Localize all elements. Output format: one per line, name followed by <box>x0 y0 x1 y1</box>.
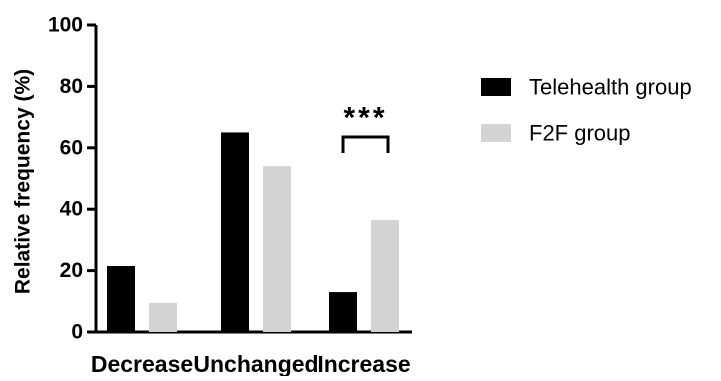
x-tick-label: Decrease <box>91 351 193 376</box>
legend-label-telehealth: Telehealth group <box>529 75 692 100</box>
bar-telehealth-decrease <box>107 265 135 332</box>
legend-label-f2f: F2F group <box>529 121 631 146</box>
bar-f2f-unchanged <box>263 166 291 332</box>
x-tick-label: Increase <box>317 351 410 376</box>
y-tick-label: 60 <box>60 136 83 159</box>
bars-group <box>107 132 399 332</box>
y-tick-label: 100 <box>48 14 83 37</box>
x-tick-label: Unchanged <box>193 351 318 376</box>
bar-telehealth-unchanged <box>221 132 249 332</box>
annotations-group: *** <box>341 102 390 153</box>
significance-label: *** <box>343 102 387 135</box>
y-tick-label: 40 <box>60 198 83 221</box>
y-axis-title: Relative frequency (%) <box>12 69 35 294</box>
y-tick-label: 20 <box>60 259 83 282</box>
significance-bracket <box>341 135 390 153</box>
legend: Telehealth group F2F group <box>481 75 692 146</box>
bar-telehealth-increase <box>329 292 357 332</box>
bar-f2f-decrease <box>149 302 177 332</box>
axes-group: 0 20 40 60 80 100 Relative frequency (%) Decrea… <box>12 14 412 377</box>
bar-f2f-increase <box>371 219 399 332</box>
y-tick-label: 0 <box>71 321 83 344</box>
legend-swatch-f2f <box>481 124 511 142</box>
legend-swatch-telehealth <box>481 78 511 96</box>
y-tick-label: 80 <box>60 75 83 98</box>
